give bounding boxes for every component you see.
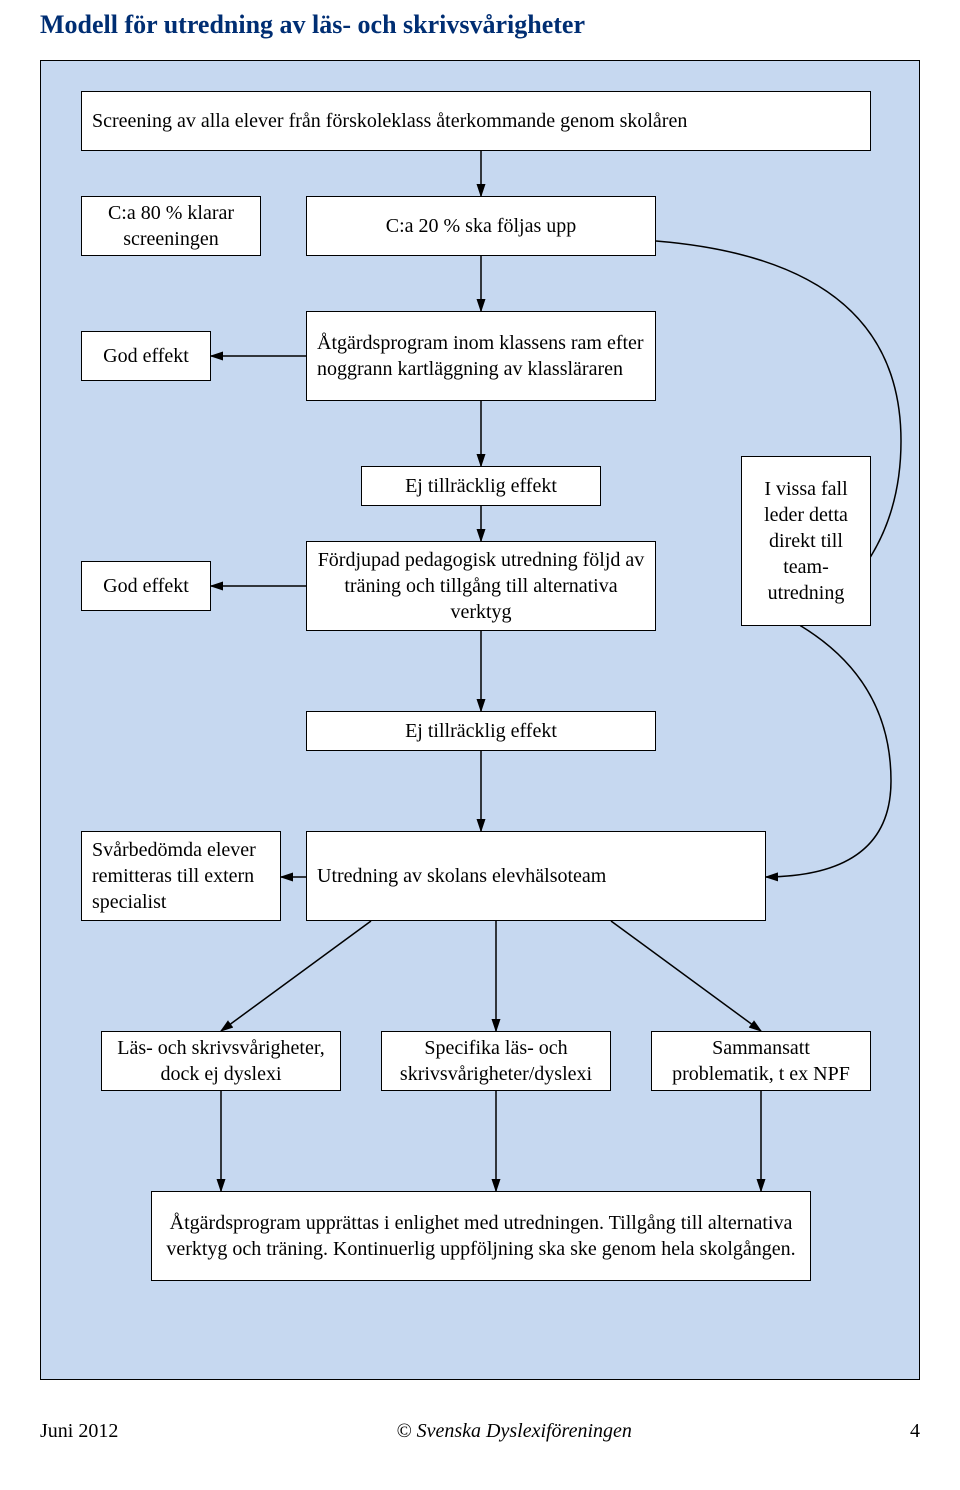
node-ivissa: I vissa fall leder detta direkt till tea… [741,456,871,626]
node-atgard: Åtgärdsprogram inom klassens ram efter n… [306,311,656,401]
node-klarar: C:a 80 % klarar screeningen [81,196,261,256]
node-godeffekt1: God effekt [81,331,211,381]
footer-date: Juni 2012 [40,1420,118,1443]
page-footer: Juni 2012 © Svenska Dyslexiföreningen 4 [40,1420,920,1443]
node-screening: Screening av alla elever från förskolekl… [81,91,871,151]
node-folja: C:a 20 % ska följas upp [306,196,656,256]
node-svarbed: Svårbedömda elever remitteras till exter… [81,831,281,921]
node-sammans: Sammansatt problematik, t ex NPF [651,1031,871,1091]
node-spec: Specifika läs- och skrivsvårigheter/dysl… [381,1031,611,1091]
node-ejtill2: Ej tillräcklig effekt [306,711,656,751]
node-fordjup: Fördjupad pedagogisk utredning följd av … [306,541,656,631]
edge-11 [221,921,371,1031]
node-utredning: Utredning av skolans elevhälsoteam [306,831,766,921]
footer-pagenum: 4 [910,1420,920,1443]
flowchart-canvas: Screening av alla elever från förskolekl… [40,60,920,1380]
node-ejtill1: Ej tillräcklig effekt [361,466,601,506]
node-final: Åtgärdsprogram upprättas i enlighet med … [151,1191,811,1281]
edge-10 [766,626,891,877]
node-godeffekt2: God effekt [81,561,211,611]
page-title: Modell för utredning av läs- och skrivsv… [40,10,920,40]
edge-13 [611,921,761,1031]
node-las: Läs- och skrivsvårigheter, dock ej dysle… [101,1031,341,1091]
footer-org: © Svenska Dyslexiföreningen [396,1420,632,1443]
